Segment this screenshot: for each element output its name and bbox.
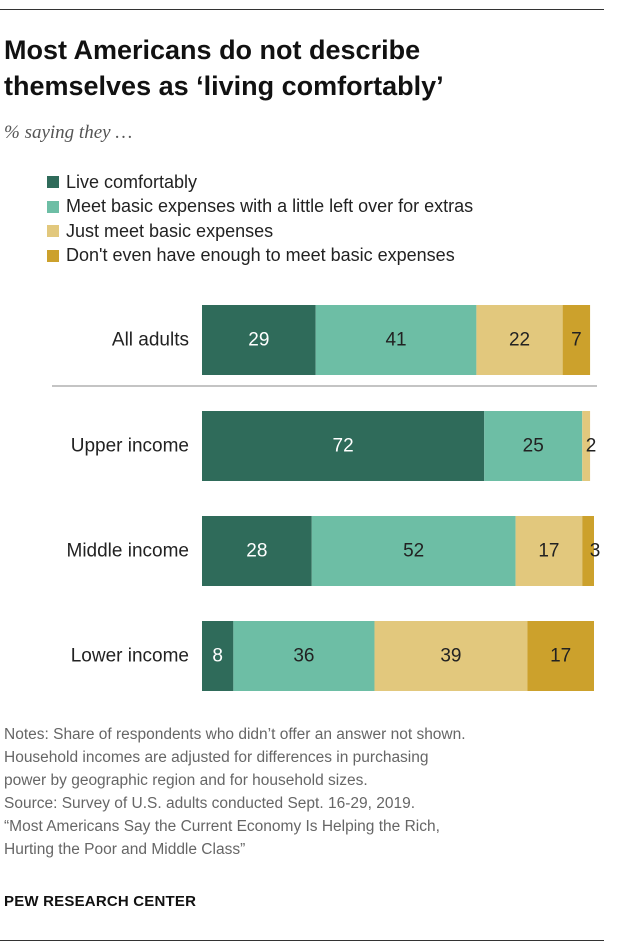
data-label-middle-income-series-1: 28 xyxy=(246,541,267,562)
data-label-upper-income-series-1: 72 xyxy=(333,436,354,457)
legend-swatch xyxy=(47,176,59,189)
top-rule xyxy=(0,9,604,10)
bar-segment-middle-income-series-4 xyxy=(582,516,594,586)
note-line-2: Household incomes are adjusted for diffe… xyxy=(4,749,429,766)
legend-label: Live comfortably xyxy=(66,171,198,192)
legend-swatch xyxy=(47,200,59,213)
source-line: Source: Survey of U.S. adults conducted … xyxy=(4,795,415,812)
legend-swatch xyxy=(47,249,59,262)
note-line-1: Notes: Share of respondents who didn’t o… xyxy=(4,726,466,743)
data-label-lower-income-series-2: 36 xyxy=(293,646,314,667)
bar-segment-lower-income-series-2 xyxy=(233,621,375,691)
bar-segment-upper-income-series-1 xyxy=(202,411,485,481)
bar-segment-middle-income-series-2 xyxy=(311,516,516,586)
legend-item-little-left-over: Meet basic expenses with a little left o… xyxy=(47,195,473,220)
data-label-all-adults-series-1: 29 xyxy=(248,330,269,351)
data-label-lower-income-series-1: 8 xyxy=(212,646,223,667)
category-label-middle-income: Middle income xyxy=(67,541,190,562)
legend-swatch xyxy=(47,225,59,238)
title-line-2: themselves as ‘living comfortably’ xyxy=(4,71,444,101)
legend-label: Meet basic expenses with a little left o… xyxy=(66,196,474,217)
legend-label: Don't even have enough to meet basic exp… xyxy=(66,245,455,266)
data-label-lower-income-series-4: 17 xyxy=(550,646,571,667)
category-label-all-adults: All adults xyxy=(112,330,189,351)
legend-item-live-comfortably: Live comfortably xyxy=(47,170,473,195)
data-label-lower-income-series-3: 39 xyxy=(440,646,461,667)
title-line-1: Most Americans do not describe xyxy=(4,35,421,65)
data-label-middle-income-series-4: 3 xyxy=(590,541,601,562)
bar-segment-middle-income-series-1 xyxy=(202,516,312,586)
legend-label: Just meet basic expenses xyxy=(66,220,274,241)
bar-segment-lower-income-series-3 xyxy=(374,621,528,691)
category-label-upper-income: Upper income xyxy=(71,436,189,457)
bar-segment-all-adults-series-2 xyxy=(315,305,477,375)
bar-segment-upper-income-series-2 xyxy=(484,411,583,481)
pew-research-center-logo: PEW RESEARCH CENTER xyxy=(4,893,197,910)
bottom-rule xyxy=(0,940,604,941)
data-label-middle-income-series-2: 52 xyxy=(403,541,424,562)
data-label-upper-income-series-3: 2 xyxy=(586,436,597,457)
data-label-all-adults-series-4: 7 xyxy=(571,330,582,351)
chart-title: Most Americans do not describe themselve… xyxy=(4,32,604,104)
notes: Notes: Share of respondents who didn’t o… xyxy=(4,723,604,861)
bar-segment-all-adults-series-1 xyxy=(202,305,316,375)
category-label-lower-income: Lower income xyxy=(71,646,189,667)
report-title-line-1: “Most Americans Say the Current Economy … xyxy=(4,818,440,835)
bar-segment-lower-income-series-1 xyxy=(202,621,234,691)
note-line-3: power by geographic region and for house… xyxy=(4,772,368,789)
bar-segment-middle-income-series-3 xyxy=(515,516,583,586)
report-title-line-2: Hurting the Poor and Middle Class” xyxy=(4,841,246,858)
data-label-all-adults-series-3: 22 xyxy=(509,330,530,351)
data-label-all-adults-series-2: 41 xyxy=(385,330,406,351)
bar-segment-all-adults-series-4 xyxy=(562,305,591,375)
data-label-middle-income-series-3: 17 xyxy=(538,541,559,562)
legend-item-just-meet-expenses: Just meet basic expenses xyxy=(47,219,473,244)
data-label-upper-income-series-2: 25 xyxy=(523,436,544,457)
legend: Live comfortably Meet basic expenses wit… xyxy=(47,170,473,268)
legend-item-not-enough: Don't even have enough to meet basic exp… xyxy=(47,244,473,269)
bar-segment-lower-income-series-4 xyxy=(527,621,594,691)
chart-subtitle: % saying they … xyxy=(4,122,133,143)
bar-segment-all-adults-series-3 xyxy=(476,305,563,375)
bar-segment-upper-income-series-3 xyxy=(582,411,591,481)
